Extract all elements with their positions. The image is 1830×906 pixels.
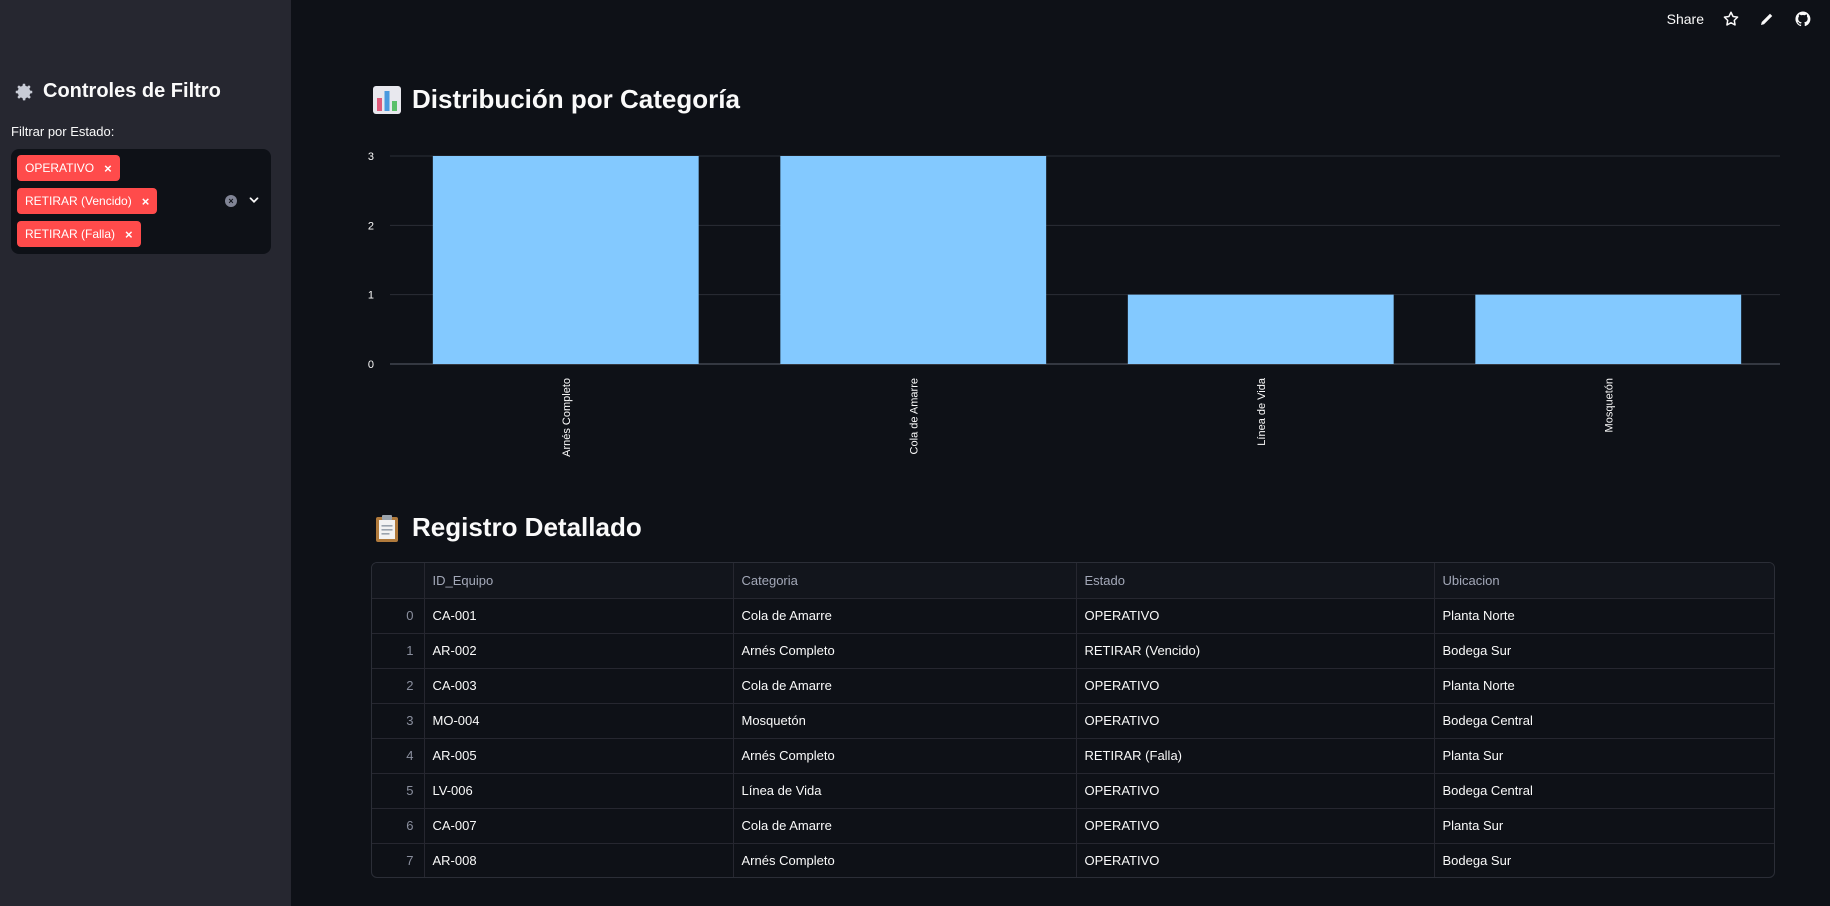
table-cell[interactable]: Bodega Central bbox=[1434, 773, 1774, 809]
column-header[interactable]: Categoria bbox=[733, 563, 1077, 599]
sidebar-title: Controles de Filtro bbox=[13, 80, 221, 103]
bar[interactable] bbox=[780, 156, 1047, 364]
table-cell[interactable]: AR-005 bbox=[424, 738, 734, 774]
x-tick-label: Mosquetón bbox=[1603, 378, 1615, 432]
tag-label: OPERATIVO bbox=[25, 161, 95, 175]
remove-tag-icon[interactable]: × bbox=[125, 226, 133, 242]
table-cell[interactable]: Arnés Completo bbox=[733, 633, 1077, 669]
gear-icon bbox=[15, 83, 33, 100]
table-cell[interactable]: OPERATIVO bbox=[1076, 598, 1435, 634]
row-index[interactable]: 5 bbox=[372, 773, 425, 809]
table-row[interactable]: 7 AR-008 Arnés Completo OPERATIVO Bodega Sur bbox=[372, 843, 1774, 877]
table-heading-text: Registro Detallado bbox=[412, 512, 642, 542]
chevron-down-icon[interactable] bbox=[247, 193, 261, 207]
remove-tag-icon[interactable]: × bbox=[141, 193, 150, 209]
row-index[interactable]: 1 bbox=[372, 633, 425, 669]
x-tick-label: Cola de Amarre bbox=[908, 378, 920, 454]
table-cell[interactable]: Planta Norte bbox=[1434, 668, 1774, 704]
table-cell[interactable]: Cola de Amarre bbox=[733, 808, 1077, 844]
table-cell[interactable]: Línea de Vida bbox=[733, 773, 1077, 809]
filter-label: Filtrar por Estado: bbox=[11, 124, 115, 139]
category-bar-chart: 0 1 2 3 Arnés Completo Cola de Amarre Línea de… bbox=[368, 151, 1780, 457]
table-cell[interactable]: OPERATIVO bbox=[1076, 808, 1435, 844]
table-cell[interactable]: OPERATIVO bbox=[1076, 843, 1435, 877]
table-row[interactable]: 3 MO-004 Mosquetón OPERATIVO Bodega Central bbox=[372, 703, 1774, 739]
table-cell[interactable]: Cola de Amarre bbox=[733, 668, 1077, 704]
table-header-row: ID_Equipo Categoria Estado Ubicacion bbox=[372, 563, 1774, 599]
tag-operativo: OPERATIVO × bbox=[17, 155, 120, 181]
column-header[interactable]: Estado bbox=[1076, 563, 1435, 599]
table-cell[interactable]: CA-001 bbox=[424, 598, 734, 634]
row-index[interactable]: 6 bbox=[372, 808, 425, 844]
row-index[interactable]: 7 bbox=[372, 843, 425, 877]
tag-retirar-falla: RETIRAR (Falla) × bbox=[17, 221, 141, 247]
x-tick-label: Línea de Vida bbox=[1256, 377, 1268, 446]
y-tick-label: 2 bbox=[368, 220, 374, 232]
sidebar: Controles de Filtro Filtrar por Estado: … bbox=[0, 0, 291, 906]
clipboard-icon bbox=[376, 514, 398, 542]
top-toolbar: Share bbox=[1667, 8, 1812, 30]
column-header[interactable]: ID_Equipo bbox=[424, 563, 734, 599]
chart-heading-text: Distribución por Categoría bbox=[412, 84, 740, 114]
bar[interactable] bbox=[1127, 294, 1394, 364]
chart-heading: Distribución por Categoría bbox=[372, 84, 740, 115]
x-tick-label: Arnés Completo bbox=[561, 378, 573, 457]
tag-label: RETIRAR (Falla) bbox=[25, 227, 116, 241]
table-cell[interactable]: Bodega Sur bbox=[1442, 853, 1512, 869]
table-row[interactable]: 5 LV-006 Línea de Vida OPERATIVO Bodega Cent… bbox=[372, 773, 1774, 809]
table-cell[interactable]: CA-003 bbox=[424, 668, 734, 704]
table-cell[interactable]: RETIRAR (Falla) bbox=[1076, 738, 1435, 774]
star-icon[interactable] bbox=[1722, 10, 1740, 28]
bar-chart-icon bbox=[373, 85, 401, 114]
row-index[interactable]: 2 bbox=[372, 668, 425, 704]
table-cell[interactable]: Planta Sur bbox=[1434, 808, 1774, 844]
row-index[interactable]: 3 bbox=[372, 703, 425, 739]
pencil-icon[interactable] bbox=[1758, 10, 1776, 28]
table-cell[interactable]: AR-008 bbox=[424, 843, 734, 877]
share-button[interactable]: Share bbox=[1666, 11, 1704, 27]
table-cell[interactable]: CA-007 bbox=[424, 808, 734, 844]
row-index[interactable]: 0 bbox=[372, 598, 425, 634]
table-cell[interactable]: Planta Sur bbox=[1434, 738, 1774, 774]
table-cell[interactable]: AR-002 bbox=[424, 633, 734, 669]
table-cell[interactable]: Bodega Sur bbox=[1434, 633, 1774, 669]
remove-tag-icon[interactable]: × bbox=[104, 160, 112, 176]
estado-multiselect[interactable]: OPERATIVO × RETIRAR (Vencido) × RETIRAR … bbox=[11, 149, 271, 254]
table-cell[interactable]: LV-006 bbox=[424, 773, 734, 809]
table-cell[interactable]: Bodega Central bbox=[1434, 703, 1774, 739]
table-row[interactable]: 0 CA-001 Cola de Amarre OPERATIVO Planta Nor… bbox=[372, 598, 1774, 634]
index-header bbox=[372, 563, 425, 599]
y-tick-label: 3 bbox=[368, 151, 374, 163]
row-index[interactable]: 4 bbox=[372, 738, 425, 774]
table-cell[interactable]: MO-004 bbox=[424, 703, 734, 739]
github-icon[interactable] bbox=[1794, 10, 1812, 28]
y-tick-label: 1 bbox=[368, 290, 374, 302]
table-cell[interactable]: Cola de Amarre bbox=[733, 598, 1077, 634]
table-cell[interactable]: Arnés Completo bbox=[733, 843, 1077, 877]
table-cell[interactable]: OPERATIVO bbox=[1076, 773, 1435, 809]
tag-retirar-vencido: RETIRAR (Vencido) × bbox=[17, 188, 158, 214]
bar[interactable] bbox=[1475, 294, 1742, 364]
bar[interactable] bbox=[432, 156, 699, 364]
table-cell[interactable]: Planta Norte bbox=[1434, 598, 1774, 634]
clear-all-icon[interactable]: × bbox=[225, 195, 237, 207]
table-row[interactable]: 2 CA-003 Cola de Amarre OPERATIVO Planta Nor… bbox=[372, 668, 1774, 704]
table-cell[interactable]: OPERATIVO bbox=[1076, 668, 1435, 704]
table-row[interactable]: 1 AR-002 Arnés Completo RETIRAR (Vencido) Bo… bbox=[372, 633, 1774, 669]
table-row[interactable]: 6 CA-007 Cola de Amarre OPERATIVO Planta Sur bbox=[372, 808, 1774, 844]
table-row[interactable]: 4 AR-005 Arnés Completo RETIRAR (Falla) Plan… bbox=[372, 738, 1774, 774]
tag-label: RETIRAR (Vencido) bbox=[25, 194, 132, 208]
data-table[interactable]: ID_Equipo Categoria Estado Ubicacion 0 CA… bbox=[371, 562, 1775, 878]
table-cell[interactable]: Mosquetón bbox=[733, 703, 1077, 739]
column-header[interactable]: Ubicacion bbox=[1434, 563, 1774, 599]
y-tick-label: 0 bbox=[368, 359, 374, 371]
table-cell[interactable]: RETIRAR (Vencido) bbox=[1076, 633, 1435, 669]
table-heading: Registro Detallado bbox=[372, 512, 642, 543]
table-cell[interactable]: Arnés Completo bbox=[733, 738, 1077, 774]
sidebar-title-text: Controles de Filtro bbox=[43, 80, 221, 102]
table-cell[interactable]: OPERATIVO bbox=[1076, 703, 1435, 739]
